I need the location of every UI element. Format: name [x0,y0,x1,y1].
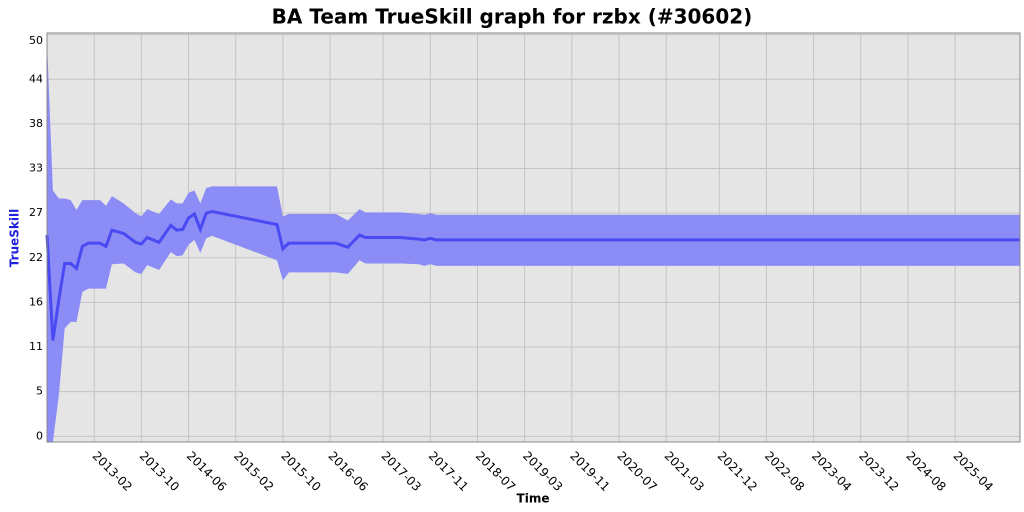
x-tick-label: 2017-03 [379,449,424,494]
chart-title: BA Team TrueSkill graph for rzbx (#30602… [272,5,753,29]
y-tick-label: 0 [36,429,43,442]
x-tick-label: 2017-11 [426,449,471,494]
x-tick-label: 2022-08 [762,449,807,494]
y-tick-label: 27 [29,206,43,219]
x-tick-label: 2014-06 [184,449,229,494]
x-tick-label: 2024-08 [903,449,948,494]
y-tick-label: 33 [29,162,43,175]
x-tick-label: 2015-02 [231,449,276,494]
x-tick-label: 2015-10 [278,449,323,494]
x-tick-label: 2013-02 [90,449,135,494]
y-tick-label: 11 [29,340,43,353]
trueskill-line [45,209,1020,341]
x-tick-label: 2023-12 [856,449,901,494]
x-tick-label: 2019-11 [567,449,612,494]
y-tick-label: 50 [29,34,43,47]
y-tick-label: 5 [36,385,43,398]
x-tick-label: 2023-04 [809,449,854,494]
y-tick-label: 16 [29,295,43,308]
x-tick-label: 2019-03 [520,449,565,494]
x-tick-label: 2020-07 [614,449,659,494]
x-tick-label: 2018-07 [473,449,518,494]
y-tick-label: 22 [29,251,43,264]
y-axis-label: TrueSkill [8,209,22,267]
x-tick-label: 2013-10 [137,449,182,494]
x-tick-label: 2021-03 [662,449,707,494]
uncertainty-band [47,41,1020,442]
x-axis-label: Time [517,492,550,506]
y-tick-label: 38 [29,117,43,130]
plot-border [46,32,1021,443]
x-tick-label: 2021-12 [715,449,760,494]
x-tick-label: 2016-06 [325,449,370,494]
y-tick-label: 44 [29,72,43,85]
x-tick-label: 2025-04 [951,449,996,494]
